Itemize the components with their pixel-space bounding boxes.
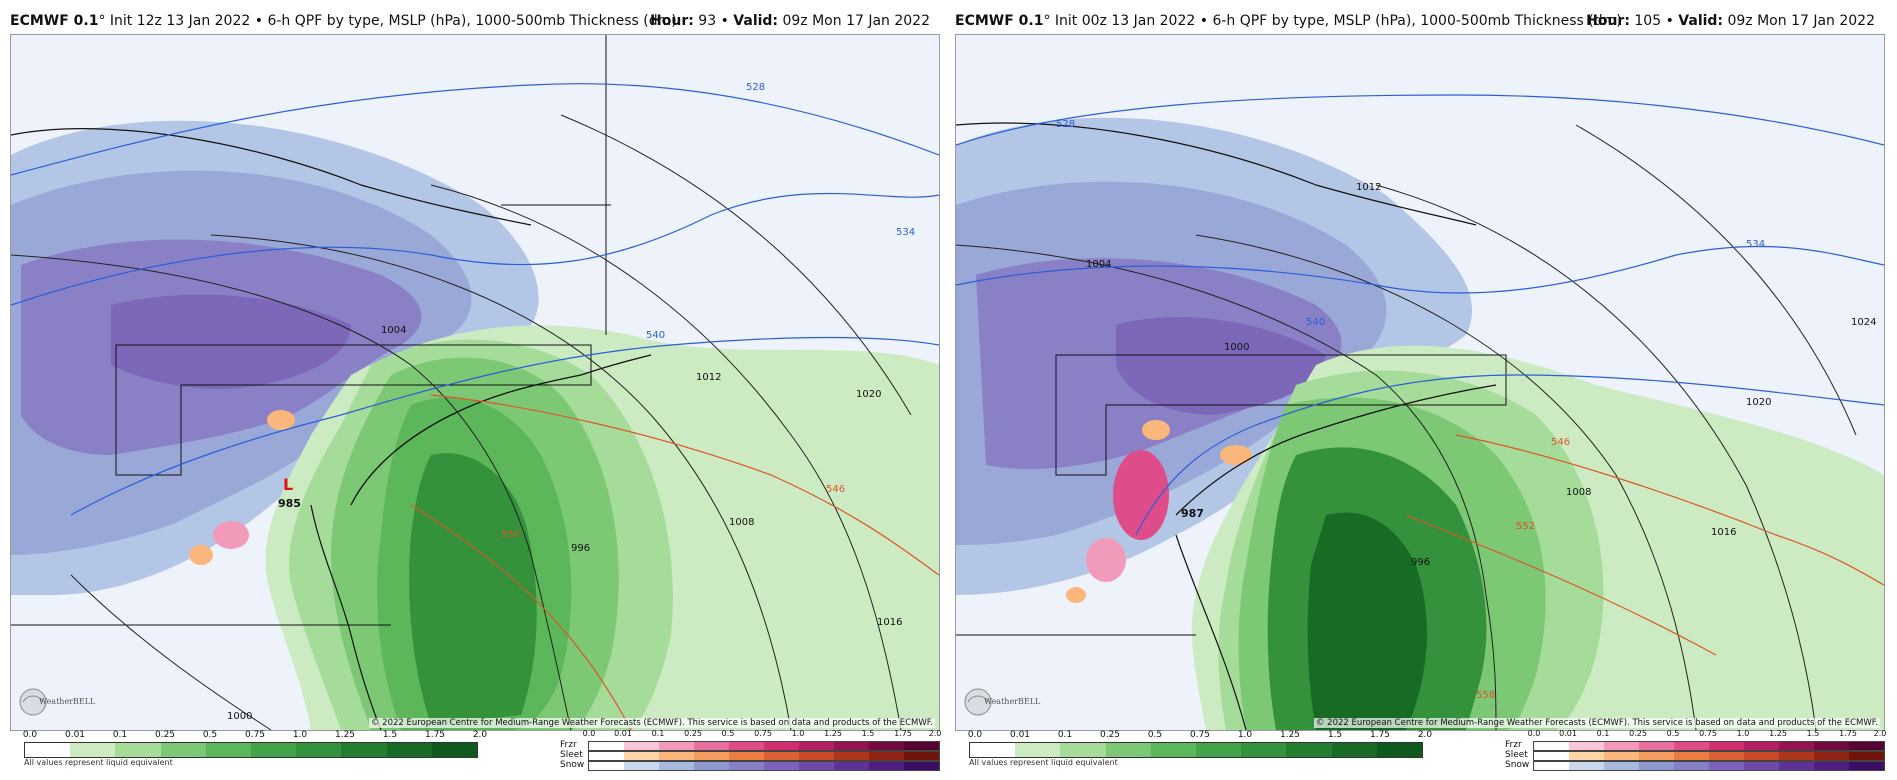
map-panel-right: ECMWF 0.1° Init 00z 13 Jan 2022 • 6-h QP… xyxy=(945,0,1887,780)
panel-header: ECMWF 0.1° Init 00z 13 Jan 2022 • 6-h QP… xyxy=(955,8,1875,34)
ptype-legend: 0.0 0.01 0.1 0.25 0.5 0.75 1.0 1.25 1.5 … xyxy=(560,729,942,771)
svg-text:534: 534 xyxy=(896,227,915,238)
svg-text:1004: 1004 xyxy=(1086,259,1111,270)
svg-text:528: 528 xyxy=(1056,119,1075,130)
svg-text:1008: 1008 xyxy=(729,517,754,528)
weatherbell-logo: WeatherBELL xyxy=(962,684,1040,720)
forecast-hour-valid: Hour: 93 • Valid: 09z Mon 17 Jan 2022 xyxy=(650,13,930,29)
model-name: ECMWF 0.1 xyxy=(955,13,1044,29)
svg-text:546: 546 xyxy=(826,484,845,495)
model-name: ECMWF 0.1 xyxy=(10,13,99,29)
qpf-scale-labels: 0.0 0.01 0.1 0.25 0.5 0.75 1.0 1.25 1.5 … xyxy=(967,730,1433,740)
forecast-hour-valid: Hour: 105 • Valid: 09z Mon 17 Jan 2022 xyxy=(1586,13,1875,29)
product-name: 6-h QPF by type, MSLP (hPa), 1000-500mb … xyxy=(1212,13,1622,29)
init-time: Init 00z 13 Jan 2022 xyxy=(1054,13,1196,29)
sleet-colorbar: Sleet xyxy=(560,750,940,761)
svg-text:996: 996 xyxy=(571,543,590,554)
product-name: 6-h QPF by type, MSLP (hPa), 1000-500mb … xyxy=(267,13,677,29)
low-marker: L xyxy=(283,475,293,494)
svg-text:1008: 1008 xyxy=(1566,487,1591,498)
svg-text:534: 534 xyxy=(1746,239,1765,250)
init-time: Init 12z 13 Jan 2022 xyxy=(109,13,251,29)
sleet-colorbar: Sleet xyxy=(1505,750,1885,761)
svg-text:552: 552 xyxy=(1516,521,1535,532)
svg-text:540: 540 xyxy=(646,330,665,341)
svg-text:1020: 1020 xyxy=(856,389,881,400)
snow-colorbar: Snow xyxy=(1505,760,1885,771)
svg-text:1000: 1000 xyxy=(227,711,252,722)
copyright-notice: © 2022 European Centre for Medium-Range … xyxy=(1313,718,1880,728)
legend: 0.0 0.01 0.1 0.25 0.5 0.75 1.0 1.25 1.5 … xyxy=(10,729,942,779)
svg-text:996: 996 xyxy=(1411,557,1430,568)
legend-note: All values represent liquid equivalent xyxy=(969,758,1118,767)
snow-colorbar: Snow xyxy=(560,760,940,771)
svg-text:528: 528 xyxy=(746,82,765,93)
qpf-colorbar xyxy=(969,742,1423,758)
svg-text:1020: 1020 xyxy=(1746,397,1771,408)
svg-text:552: 552 xyxy=(501,529,520,540)
legend-note: All values represent liquid equivalent xyxy=(24,758,173,767)
low-pressure-label: 987 xyxy=(1181,507,1204,520)
panel-header: ECMWF 0.1° Init 12z 13 Jan 2022 • 6-h QP… xyxy=(10,8,930,34)
frzr-colorbar: Frzr xyxy=(1505,740,1885,751)
svg-text:1024: 1024 xyxy=(1851,317,1876,328)
svg-text:558: 558 xyxy=(1476,690,1495,701)
svg-text:546: 546 xyxy=(1551,437,1570,448)
legend: 0.0 0.01 0.1 0.25 0.5 0.75 1.0 1.25 1.5 … xyxy=(955,729,1887,779)
weatherbell-logo: WeatherBELL xyxy=(17,684,95,720)
svg-text:1000: 1000 xyxy=(1224,342,1249,353)
svg-text:1016: 1016 xyxy=(1711,527,1736,538)
svg-text:1004: 1004 xyxy=(381,325,406,336)
svg-text:1012: 1012 xyxy=(696,372,721,383)
copyright-notice: © 2022 European Centre for Medium-Range … xyxy=(368,718,935,728)
low-pressure-label: 985 xyxy=(278,497,301,510)
ptype-legend: 0.0 0.01 0.1 0.25 0.5 0.75 1.0 1.25 1.5 … xyxy=(1505,729,1887,771)
forecast-map: 987 1012 1004 1000 1024 1020 1008 1016 9… xyxy=(955,34,1885,731)
svg-text:1016: 1016 xyxy=(877,617,902,628)
svg-text:540: 540 xyxy=(1306,317,1325,328)
svg-text:1012: 1012 xyxy=(1356,182,1381,193)
frzr-colorbar: Frzr xyxy=(560,740,940,751)
forecast-map: L 985 1004 1012 1020 1008 996 1016 1000 … xyxy=(10,34,940,731)
qpf-scale-labels: 0.0 0.01 0.1 0.25 0.5 0.75 1.0 1.25 1.5 … xyxy=(22,730,488,740)
qpf-colorbar xyxy=(24,742,478,758)
map-panel-left: ECMWF 0.1° Init 12z 13 Jan 2022 • 6-h QP… xyxy=(0,0,942,780)
